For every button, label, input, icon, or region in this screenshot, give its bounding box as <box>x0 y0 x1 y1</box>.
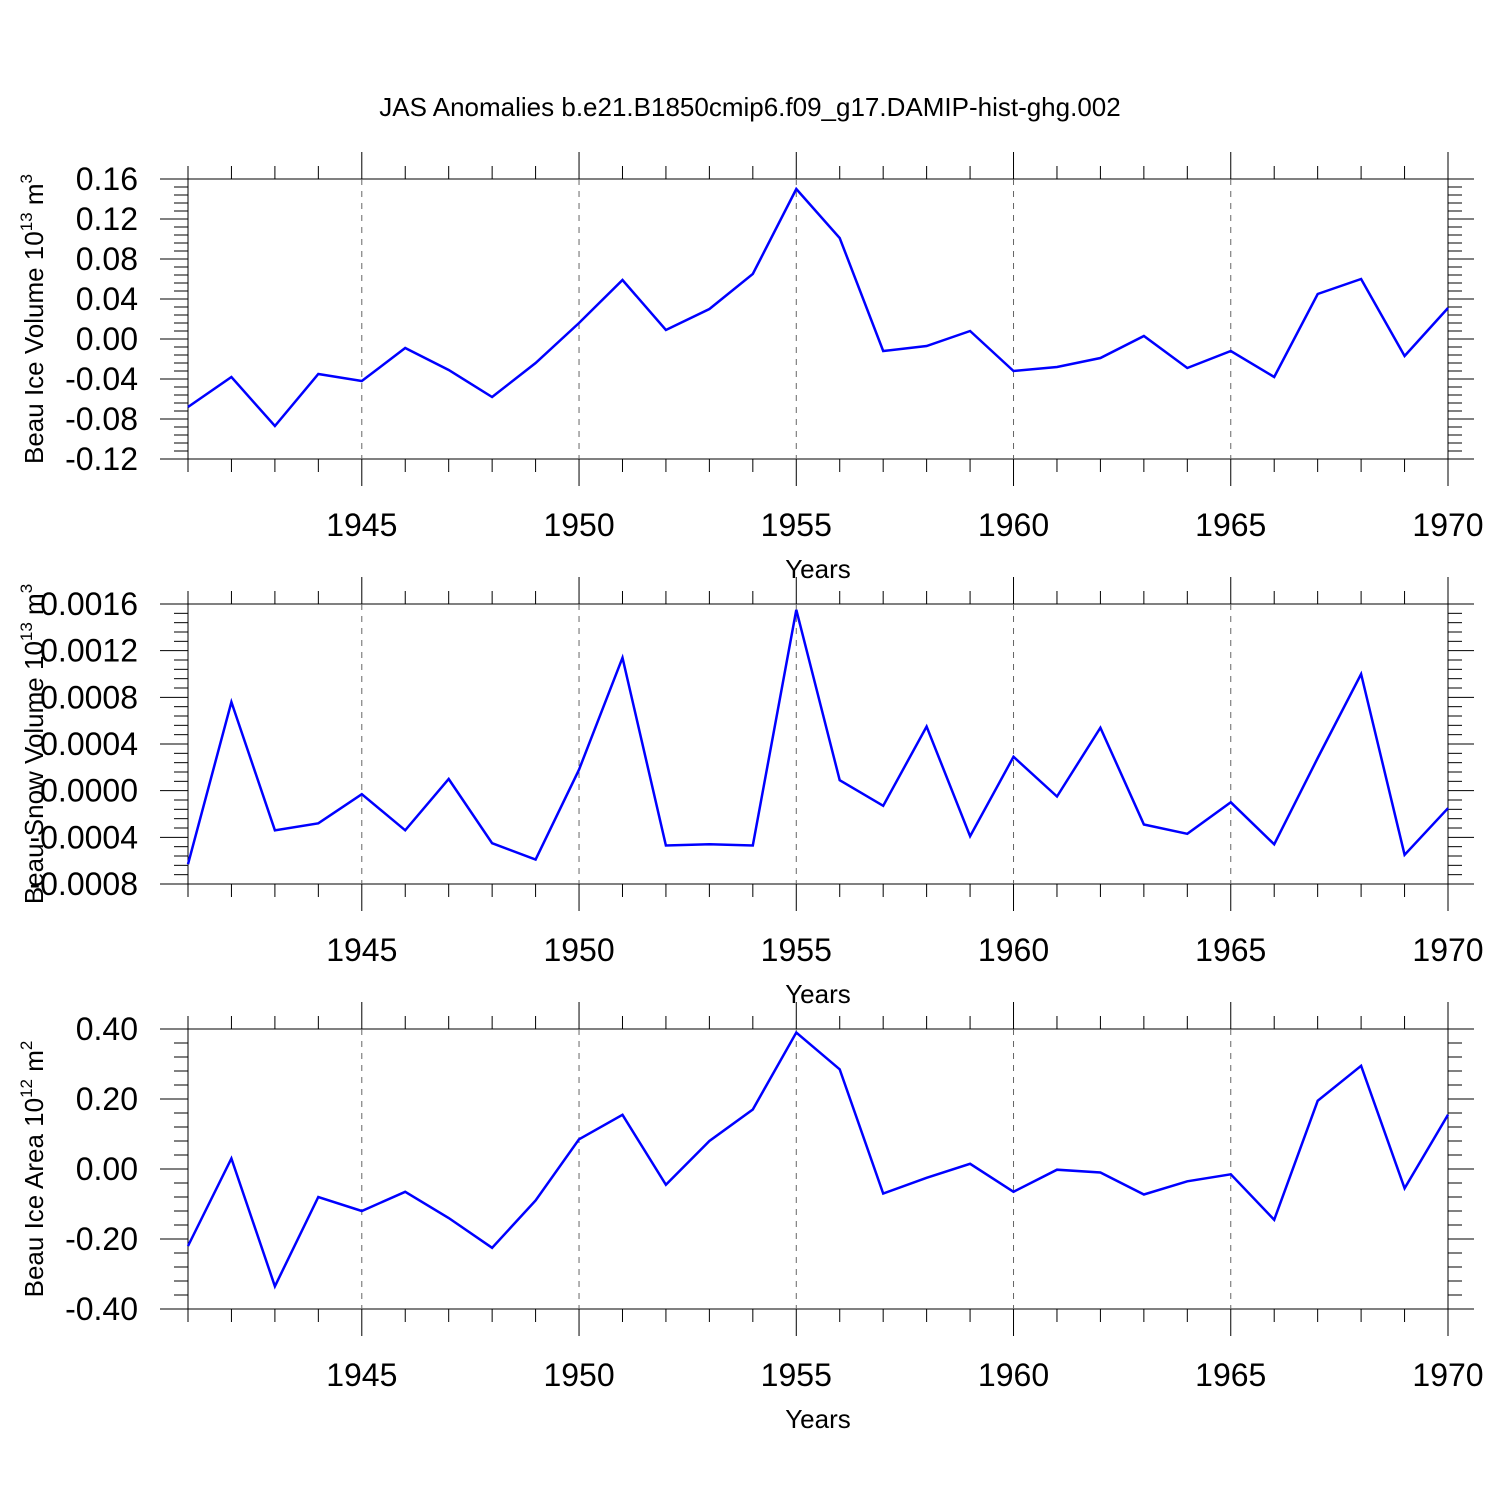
x-axis-title: Years <box>785 554 851 584</box>
y-tick-label: 0.0008 <box>40 679 138 715</box>
y-tick-label: 0.00 <box>76 1151 138 1187</box>
y-axis-title-group: Beau Snow Volume 1013 m3 <box>17 584 49 904</box>
y-tick-label: 0.04 <box>76 281 138 317</box>
x-tick-label: 1955 <box>761 932 832 968</box>
y-axis-title-text: Beau Snow Volume 10 <box>19 641 49 904</box>
y-tick-label: -0.40 <box>65 1291 138 1327</box>
y-axis-title-unit-exponent: 2 <box>17 1041 36 1050</box>
y-axis-title-unit-exponent: 3 <box>17 174 36 183</box>
y-tick-label: -0.08 <box>65 401 138 437</box>
x-tick-label: 1945 <box>326 932 397 968</box>
x-tick-label: 1970 <box>1412 507 1483 543</box>
x-tick-label: 1945 <box>326 507 397 543</box>
x-tick-label: 1950 <box>543 507 614 543</box>
y-axis-title-unit: m <box>19 183 49 212</box>
x-tick-label: 1950 <box>543 932 614 968</box>
y-tick-label: -0.20 <box>65 1221 138 1257</box>
y-tick-label: 0.0016 <box>40 586 138 622</box>
y-axis-title-exponent: 13 <box>17 622 36 641</box>
series-line-3 <box>186 1030 1450 1290</box>
series-line-2 <box>186 609 1449 865</box>
y-axis-title-group: Beau Ice Area 1012 m2 <box>17 1041 49 1298</box>
x-tick-label: 1950 <box>543 1357 614 1393</box>
y-axis-title-exponent: 12 <box>17 1079 36 1098</box>
x-tick-label: 1960 <box>978 507 1049 543</box>
x-tick-label: 1965 <box>1195 507 1266 543</box>
y-axis-title-group: Beau Ice Volume 1013 m3 <box>17 174 49 464</box>
y-axis-title-text: Beau Ice Area 10 <box>19 1098 49 1297</box>
panel-2: -0.0008 -0.0004 0.0000 0.0004 0.0008 0.0012 0.… <box>17 577 1484 1009</box>
y-tick-label: -0.04 <box>65 361 138 397</box>
y-tick-label: 0.0000 <box>40 773 138 809</box>
y-tick-label: 0.08 <box>76 241 138 277</box>
y-axis-title-unit: m <box>19 1050 49 1079</box>
y-axis-title: Beau Ice Volume 1013 m3 <box>17 174 49 464</box>
x-tick-label: 1945 <box>326 1357 397 1393</box>
x-tick-label: 1965 <box>1195 1357 1266 1393</box>
y-tick-label: 0.0004 <box>40 726 138 762</box>
x-tick-label: 1955 <box>761 507 832 543</box>
y-tick-label: 0.20 <box>76 1081 138 1117</box>
x-tick-label: 1960 <box>978 932 1049 968</box>
y-tick-label: 0.40 <box>76 1011 138 1047</box>
y-tick-label: -0.0004 <box>29 819 138 855</box>
y-tick-label: -0.0008 <box>29 866 138 902</box>
x-tick-label: 1970 <box>1412 932 1483 968</box>
y-tick-label: 0.0012 <box>40 633 138 669</box>
panel-1: -0.12 -0.08 -0.04 0.00 0.04 0.08 0.12 0.16 1945 1… <box>17 152 1484 584</box>
panel-3: -0.40 -0.20 0.00 0.20 0.40 1945 1950 1955 1960 19… <box>17 1002 1484 1434</box>
y-tick-label: 0.12 <box>76 201 138 237</box>
x-tick-label: 1955 <box>761 1357 832 1393</box>
y-axis-title-unit-exponent: 3 <box>17 584 36 593</box>
figure-title: JAS Anomalies b.e21.B1850cmip6.f09_g17.D… <box>379 92 1120 122</box>
x-axis-title: Years <box>785 979 851 1009</box>
y-tick-label: 0.16 <box>76 161 138 197</box>
y-axis-title-unit: m <box>19 593 49 622</box>
y-axis-title: Beau Ice Area 1012 m2 <box>17 1041 49 1298</box>
y-tick-label: -0.12 <box>65 441 138 477</box>
series-line-1 <box>187 186 1449 428</box>
y-tick-label: 0.00 <box>76 321 138 357</box>
y-axis-title-text: Beau Ice Volume 10 <box>19 231 49 464</box>
x-tick-label: 1965 <box>1195 932 1266 968</box>
panels-group: -0.12 -0.08 -0.04 0.00 0.04 0.08 0.12 0.16 1945 1… <box>17 152 1484 1434</box>
x-axis-title: Years <box>785 1404 851 1434</box>
y-axis-title: Beau Snow Volume 1013 m3 <box>17 584 49 904</box>
x-tick-label: 1960 <box>978 1357 1049 1393</box>
x-tick-label: 1970 <box>1412 1357 1483 1393</box>
y-axis-title-exponent: 13 <box>17 212 36 231</box>
